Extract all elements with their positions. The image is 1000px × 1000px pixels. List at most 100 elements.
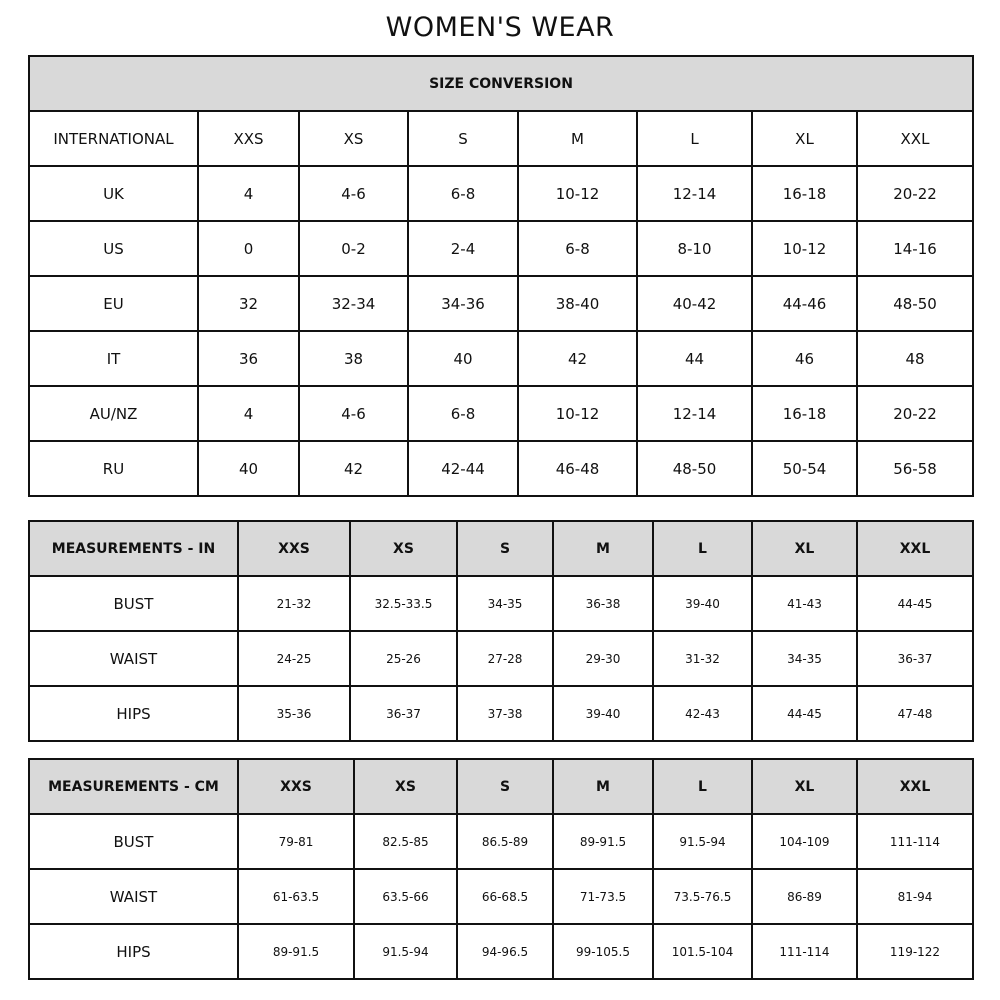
table-cell: 111-114 [751,923,858,980]
table-cell: 12-14 [636,385,753,442]
row-label: HIPS [28,685,239,742]
row-label: AU/NZ [28,385,199,442]
measurements-in-table: MEASUREMENTS - IN XXS XS S M L XL XXL BUST 21-32 3… [28,520,974,742]
column-header: XL [751,110,858,167]
table-cell: 66-68.5 [456,868,554,925]
table-cell: 36-37 [349,685,458,742]
table-cell: 2-4 [407,220,519,277]
banner-row: SIZE CONVERSION [28,55,974,112]
row-label: BUST [28,813,239,870]
table-cell: 46-48 [517,440,638,497]
column-header: XXL [856,110,974,167]
table-cell: 32.5-33.5 [349,575,458,632]
table-cell: 40-42 [636,275,753,332]
table-cell: 29-30 [552,630,654,687]
row-label: BUST [28,575,239,632]
table-cell: 42 [298,440,409,497]
table-cell: 4-6 [298,385,409,442]
table-row: EU 32 32-34 34-36 38-40 40-42 44-46 48-50 [28,275,974,332]
table-cell: 35-36 [237,685,351,742]
table-cell: 12-14 [636,165,753,222]
table-cell: 44-45 [856,575,974,632]
table-cell: 27-28 [456,630,554,687]
table-row: HIPS 35-36 36-37 37-38 39-40 42-43 44-45 47-48 [28,685,974,742]
row-label: HIPS [28,923,239,980]
table-cell: 38-40 [517,275,638,332]
table-cell: 111-114 [856,813,974,870]
table-cell: 36-37 [856,630,974,687]
table-cell: 8-10 [636,220,753,277]
table-cell: 6-8 [517,220,638,277]
table-cell: 44-46 [751,275,858,332]
column-header: XXS [237,520,351,577]
table-cell: 34-36 [407,275,519,332]
column-header: INTERNATIONAL [28,110,199,167]
table-cell: 48-50 [636,440,753,497]
table-cell: 36-38 [552,575,654,632]
table-cell: 6-8 [407,165,519,222]
table-cell: 44 [636,330,753,387]
table-cell: 32 [197,275,300,332]
measurements-cm-table: MEASUREMENTS - CM XXS XS S M L XL XXL BUST 79-81 8… [28,758,974,980]
table-cell: 40 [197,440,300,497]
table-cell: 42 [517,330,638,387]
table-cell: 89-91.5 [552,813,654,870]
column-header: MEASUREMENTS - CM [28,758,239,815]
table-row: BUST 79-81 82.5-85 86.5-89 89-91.5 91.5-94 104… [28,813,974,870]
table-cell: 89-91.5 [237,923,355,980]
column-header: S [456,520,554,577]
table-cell: 20-22 [856,385,974,442]
table-cell: 46 [751,330,858,387]
table-cell: 34-35 [456,575,554,632]
size-conversion-table: SIZE CONVERSION INTERNATIONAL XXS XS S M L XL XX… [28,55,974,497]
table-cell: 34-35 [751,630,858,687]
row-label: EU [28,275,199,332]
table-cell: 73.5-76.5 [652,868,753,925]
column-header: L [636,110,753,167]
table-row: IT 36 38 40 42 44 46 48 [28,330,974,387]
table-cell: 101.5-104 [652,923,753,980]
column-header: XS [349,520,458,577]
table-row: US 0 0-2 2-4 6-8 8-10 10-12 14-16 [28,220,974,277]
column-header: XXS [197,110,300,167]
table-cell: 39-40 [552,685,654,742]
table-row: BUST 21-32 32.5-33.5 34-35 36-38 39-40 41-43 44… [28,575,974,632]
table-cell: 37-38 [456,685,554,742]
table-banner: SIZE CONVERSION [28,55,974,112]
table-row: HIPS 89-91.5 91.5-94 94-96.5 99-105.5 101.5-1… [28,923,974,980]
table-cell: 16-18 [751,165,858,222]
table-cell: 41-43 [751,575,858,632]
column-header: XL [751,758,858,815]
column-header: L [652,520,753,577]
table-row: WAIST 61-63.5 63.5-66 66-68.5 71-73.5 73.5-76… [28,868,974,925]
header-row: MEASUREMENTS - CM XXS XS S M L XL XXL [28,758,974,815]
table-cell: 16-18 [751,385,858,442]
row-label: UK [28,165,199,222]
table-cell: 86-89 [751,868,858,925]
table-cell: 0-2 [298,220,409,277]
table-cell: 10-12 [517,385,638,442]
table-cell: 4 [197,385,300,442]
table-cell: 81-94 [856,868,974,925]
table-cell: 24-25 [237,630,351,687]
row-label: WAIST [28,868,239,925]
column-header: M [517,110,638,167]
table-cell: 48-50 [856,275,974,332]
header-row: MEASUREMENTS - IN XXS XS S M L XL XXL [28,520,974,577]
table-row: UK 4 4-6 6-8 10-12 12-14 16-18 20-22 [28,165,974,222]
table-cell: 119-122 [856,923,974,980]
column-header: XL [751,520,858,577]
table-cell: 31-32 [652,630,753,687]
column-header: MEASUREMENTS - IN [28,520,239,577]
table-cell: 61-63.5 [237,868,355,925]
column-header: XXL [856,520,974,577]
table-cell: 25-26 [349,630,458,687]
table-cell: 63.5-66 [353,868,458,925]
table-cell: 32-34 [298,275,409,332]
table-cell: 39-40 [652,575,753,632]
table-row: AU/NZ 4 4-6 6-8 10-12 12-14 16-18 20-22 [28,385,974,442]
table-cell: 104-109 [751,813,858,870]
table-cell: 99-105.5 [552,923,654,980]
table-cell: 42-44 [407,440,519,497]
row-label: IT [28,330,199,387]
